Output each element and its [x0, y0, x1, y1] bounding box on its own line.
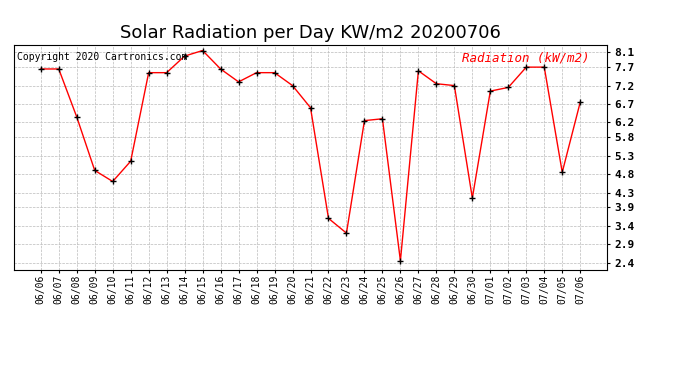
Text: Copyright 2020 Cartronics.com: Copyright 2020 Cartronics.com	[17, 52, 187, 62]
Title: Solar Radiation per Day KW/m2 20200706: Solar Radiation per Day KW/m2 20200706	[120, 24, 501, 42]
Text: Radiation (kW/m2): Radiation (kW/m2)	[462, 52, 589, 65]
